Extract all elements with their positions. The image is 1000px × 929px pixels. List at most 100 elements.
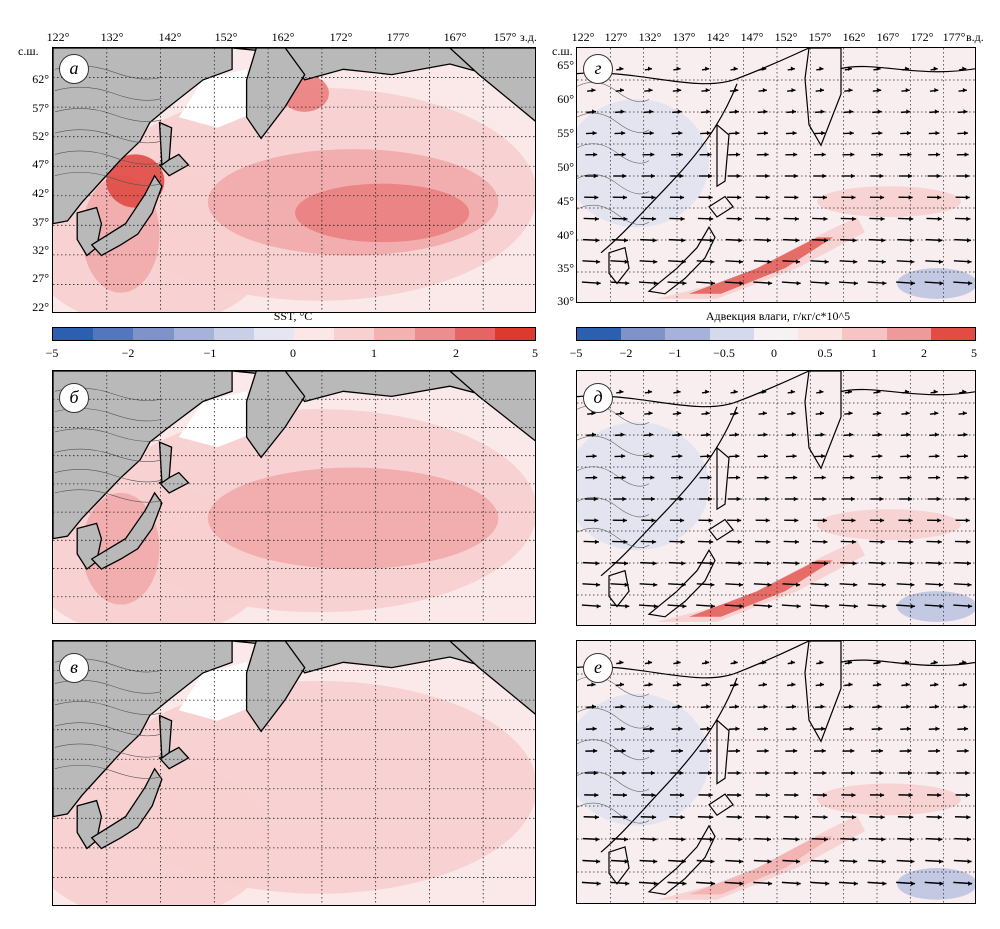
wind-vector [899,152,912,157]
wind-vector [841,173,855,179]
wind-vector [726,815,742,820]
wind-vector [612,815,628,820]
wind-vector-head [592,130,597,136]
wind-vector [584,195,599,200]
wind-vector-head [910,582,915,588]
wind-vector-head [763,704,768,709]
wind-vector [643,130,654,136]
wind-vector [644,660,653,665]
wind-vector-head [705,660,710,665]
wind-vector [639,859,658,864]
wind-vector [643,432,654,437]
negative-advection-patch [897,868,975,900]
border-line [577,112,650,133]
wind-vector [671,453,683,459]
wind-vector [612,195,627,200]
wind-vector [670,173,684,179]
wind-vector [929,704,939,709]
wind-vector [758,410,767,416]
wind-vector [640,539,657,545]
wind-vector-head [964,748,969,754]
wind-vector-head [593,748,598,754]
wind-vector-head [622,518,627,523]
wind-vector-head [850,152,855,157]
wind-vector-head [792,704,797,709]
wind-vector [783,238,800,243]
wind-vector-head [624,561,629,566]
wind-vector-head [908,770,913,776]
colorbar-segment [886,328,931,340]
wind-vector-head [820,109,825,114]
wind-vector [697,539,714,545]
wind-vector-head [678,152,683,157]
wind-vector-head [680,792,685,798]
wind-vector-head [938,561,943,566]
wind-vector [701,682,710,687]
wind-vector [616,660,624,665]
colorbar-title: SST, °C [273,309,313,323]
wind-vector-head [820,682,825,687]
wind-vector [755,518,770,523]
wind-vector [899,496,913,502]
wind-vector-head [652,238,657,243]
wind-vector [700,109,711,114]
wind-vector [900,432,911,437]
wind-vector-head [767,582,772,588]
wind-vector-head [937,195,942,200]
lon-label: 137° [672,30,696,44]
wind-vector-head [792,453,797,459]
wind-vector-head [852,561,857,566]
wind-vector [869,815,885,820]
wind-vector [584,770,598,776]
wind-vector-head [796,259,801,265]
wind-vector-head [881,561,886,566]
wind-vector-head [848,389,853,394]
wind-vector-head [710,604,715,609]
wind-vector [957,432,968,437]
wind-vector-head [765,496,770,502]
wind-vector-head [853,859,858,864]
wind-vector [670,770,684,776]
wind-vector [727,195,742,200]
wind-vector-head [965,195,970,200]
wind-vector [615,682,625,687]
positive-advection-patch [817,783,961,816]
wind-vector [700,432,711,437]
landmass [53,641,233,818]
wind-vector-head [619,66,624,71]
wind-vector-head [877,704,882,709]
neutral-anomaly-area [178,69,257,128]
wind-vector [727,770,741,776]
wind-vector-head [796,582,801,588]
wind-vector-head [909,216,914,222]
wind-vector [781,281,801,286]
wind-vector-head [763,109,768,114]
wind-vector [697,238,714,243]
wind-vector-head [878,748,883,754]
wind-vector-head [762,410,767,416]
wind-vector [782,582,801,588]
island-outline [708,195,734,218]
wind-vector [584,173,598,179]
wind-vector-head [592,704,597,709]
wind-vector-head [766,238,771,243]
wind-vector [811,837,829,842]
wind-vector-head [964,152,969,157]
wind-vector [926,216,942,222]
wind-vector-head [624,238,629,243]
wind-vector [901,410,910,416]
lat-label: 57° [32,101,49,115]
wind-vector-head [937,518,942,523]
panel-letter-badge: е [583,653,613,683]
wind-vector [811,238,829,243]
border-line [577,739,650,761]
wind-vector [756,152,769,157]
wind-vector [844,682,853,687]
wind-vector [784,792,799,798]
wind-vector-head [796,604,801,609]
wind-vector-head [623,815,628,820]
wind-vector [816,660,824,665]
lat-suffix: с.ш. [18,44,39,58]
wind-vector-head [825,281,830,286]
wind-vector [896,582,915,588]
